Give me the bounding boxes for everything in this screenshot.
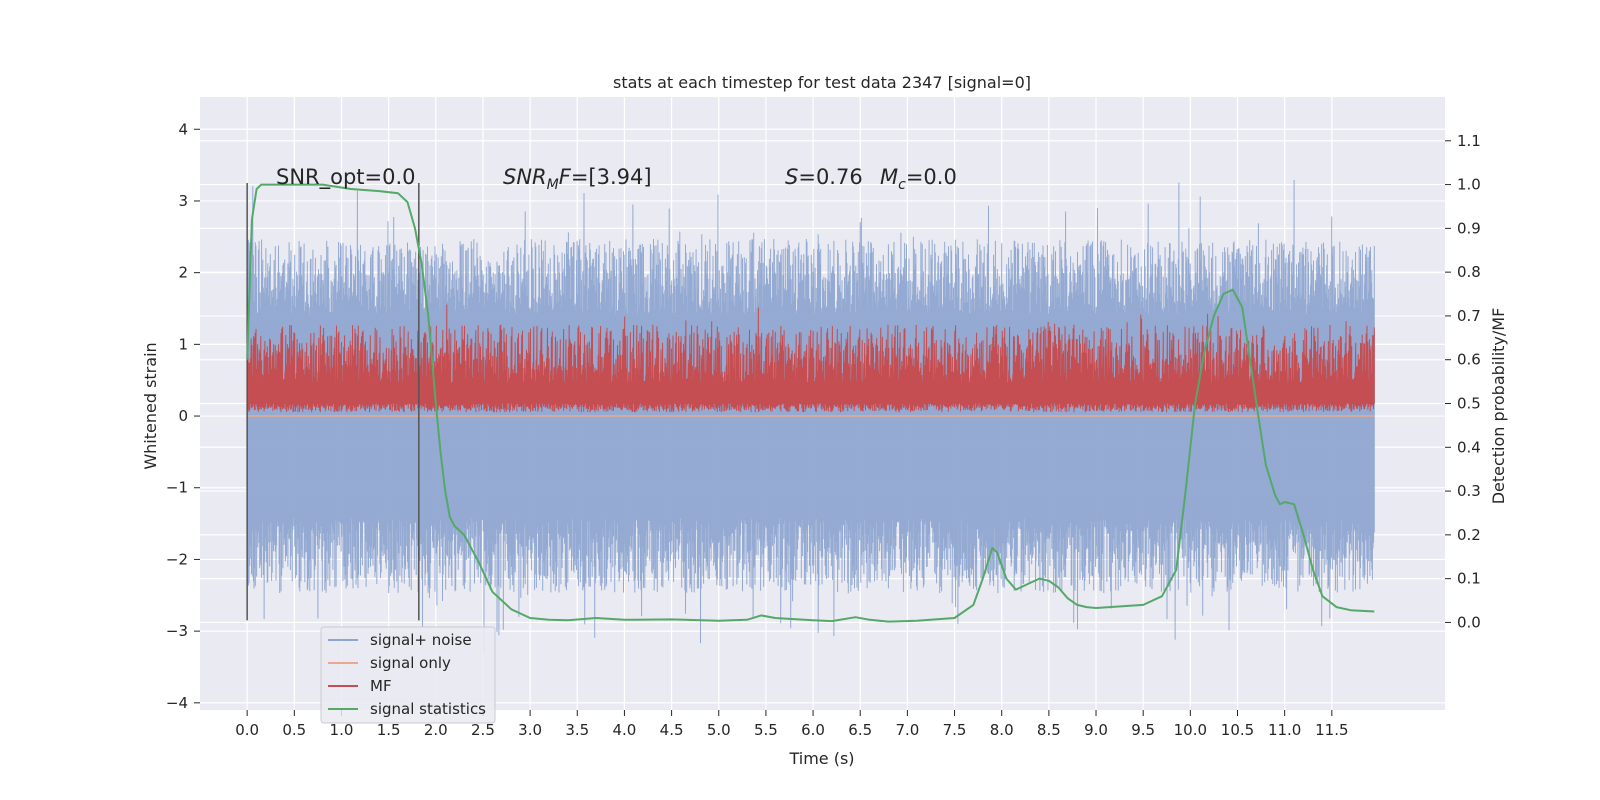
signal-statistics-line (246, 183, 1375, 623)
snr-mf-sub: M (547, 177, 559, 193)
legend-label-signal-only: signal only (370, 654, 451, 672)
legend-label-noise: signal+ noise (370, 631, 472, 649)
x-tick-label: 4.0 (613, 721, 637, 739)
s-annotation: S=0.76 (785, 165, 863, 189)
axis-ticks: 0.0 0.5 1.0 1.5 2.0 2.5 3.0 3.5 4.0 4.5 5.0 5.5 6.0 6… (166, 120, 1481, 739)
y-right-tick-label: 0.8 (1457, 263, 1481, 281)
snr-mf-value: =[3.94] (571, 165, 652, 189)
x-tick-label: 6.0 (801, 721, 825, 739)
x-tick-label: 11.0 (1268, 721, 1301, 739)
legend: signal+ noise signal only MF signal stat… (320, 626, 496, 724)
y-left-tick-label: 2 (178, 264, 188, 282)
x-tick-label: 10.5 (1221, 721, 1254, 739)
y-right-tick-label: 0.3 (1457, 482, 1481, 500)
y-right-tick-label: 0.5 (1457, 395, 1481, 413)
x-tick-label: 0.5 (282, 721, 306, 739)
y-right-tick-label: 0.2 (1457, 526, 1481, 544)
y-left-tick-label: 3 (178, 192, 188, 210)
snr-mf-annotation: SNRMF=[3.94] (503, 165, 652, 193)
signal-statistics-series (246, 183, 1375, 623)
mc-value: =0.0 (906, 165, 957, 189)
y-right-tick-label: 0.6 (1457, 351, 1481, 369)
y-left-tick-label: 0 (178, 407, 188, 425)
x-tick-label: 5.5 (754, 721, 778, 739)
x-tick-label: 2.5 (471, 721, 495, 739)
y-axis-right-label: Detection probability/MF (1489, 308, 1508, 505)
x-tick-label: 1.0 (330, 721, 354, 739)
mf-line (246, 304, 1375, 413)
y-left-tick-label: −3 (166, 622, 188, 640)
x-tick-label: 9.0 (1084, 721, 1108, 739)
y-right-tick-label: 0.7 (1457, 307, 1481, 325)
y-left-tick-label: 4 (178, 120, 188, 138)
legend-label-statistics: signal statistics (370, 700, 486, 718)
x-tick-label: 8.5 (1037, 721, 1061, 739)
x-tick-label: 7.5 (943, 721, 967, 739)
x-tick-label: 8.0 (990, 721, 1014, 739)
y-right-tick-label: 0.4 (1457, 438, 1481, 456)
s-label: S (785, 165, 798, 189)
y-right-tick-label: 1.1 (1457, 132, 1481, 150)
x-tick-label: 1.5 (377, 721, 401, 739)
snr-mf-main: SNR (503, 165, 547, 189)
y-right-tick-label: 1.0 (1457, 176, 1481, 194)
x-tick-label: 10.0 (1174, 721, 1207, 739)
x-tick-label: 9.5 (1131, 721, 1155, 739)
x-axis-label: Time (s) (788, 749, 854, 768)
y-right-tick-label: 0.0 (1457, 613, 1481, 631)
x-tick-label: 4.5 (660, 721, 684, 739)
x-tick-label: 6.5 (848, 721, 872, 739)
x-tick-label: 0.0 (235, 721, 259, 739)
x-tick-label: 7.0 (895, 721, 919, 739)
y-axis-left-label: Whitened strain (141, 342, 160, 469)
y-right-tick-label: 0.1 (1457, 570, 1481, 588)
marker-lines (246, 183, 420, 621)
mc-sub: c (898, 177, 906, 193)
legend-label-mf: MF (370, 677, 392, 695)
y-left-tick-label: −1 (166, 479, 188, 497)
x-tick-label: 3.5 (565, 721, 589, 739)
y-right-tick-label: 0.9 (1457, 219, 1481, 237)
mf-series (246, 304, 1375, 413)
y-left-tick-label: −2 (166, 550, 188, 568)
mc-label: M (880, 165, 898, 189)
y-left-tick-label: −4 (166, 694, 188, 712)
snr-opt-annotation: SNR_opt=0.0 (276, 165, 416, 190)
x-tick-label: 11.5 (1315, 721, 1348, 739)
mc-annotation: Mc=0.0 (880, 165, 957, 193)
x-tick-label: 2.0 (424, 721, 448, 739)
x-tick-label: 5.0 (707, 721, 731, 739)
s-value: =0.76 (798, 165, 862, 189)
x-tick-label: 3.0 (518, 721, 542, 739)
chart-title: stats at each timestep for test data 234… (613, 73, 1031, 92)
legend-box (320, 626, 496, 724)
y-left-tick-label: 1 (178, 335, 188, 353)
snr-mf-tail: F (559, 165, 572, 189)
